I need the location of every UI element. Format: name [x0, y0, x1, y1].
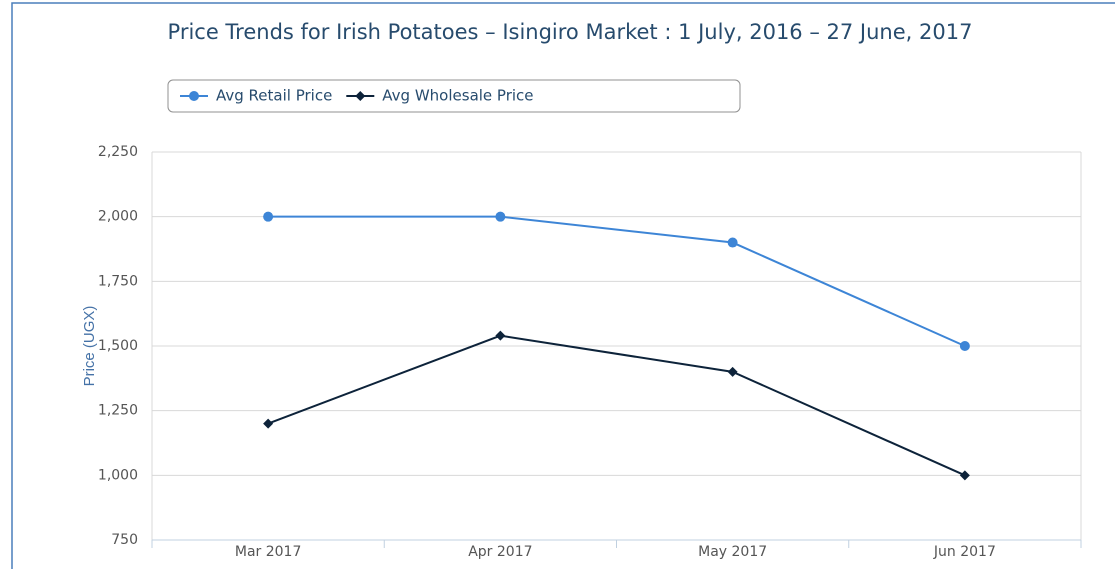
- point: [727, 366, 738, 377]
- y-tick-label: 2,000: [98, 209, 138, 225]
- y-tick-label: 750: [111, 532, 138, 548]
- point: [495, 211, 506, 222]
- x-tick-label: Jun 2017: [933, 544, 996, 560]
- point: [263, 211, 274, 222]
- x-tick-label: Mar 2017: [235, 544, 302, 560]
- y-tick-label: 1,000: [98, 467, 138, 483]
- series-line: [267, 334, 966, 477]
- legend-label: Avg Wholesale Price: [382, 87, 533, 105]
- legend-marker: [355, 91, 366, 101]
- chart-title: Price Trends for Irish Potatoes – Isingi…: [167, 20, 973, 44]
- point: [727, 237, 738, 248]
- frame: [11, 2, 1115, 569]
- legend-box: [167, 79, 741, 113]
- point: [959, 470, 970, 481]
- y-axis-label: Price (UGX): [81, 306, 98, 387]
- point: [495, 330, 506, 341]
- legend-marker: [189, 91, 199, 101]
- series-line: [268, 215, 966, 347]
- y-tick-label: 1,500: [98, 338, 138, 354]
- y-tick-label: 1,250: [98, 403, 138, 419]
- point: [263, 418, 274, 429]
- x-tick-label: May 2017: [698, 544, 767, 560]
- point: [959, 341, 970, 351]
- x-tick-label: Apr 2017: [468, 544, 532, 560]
- y-tick-label: 2,250: [98, 144, 138, 160]
- legend-label: Avg Retail Price: [216, 87, 332, 105]
- y-tick-label: 1,750: [98, 273, 138, 289]
